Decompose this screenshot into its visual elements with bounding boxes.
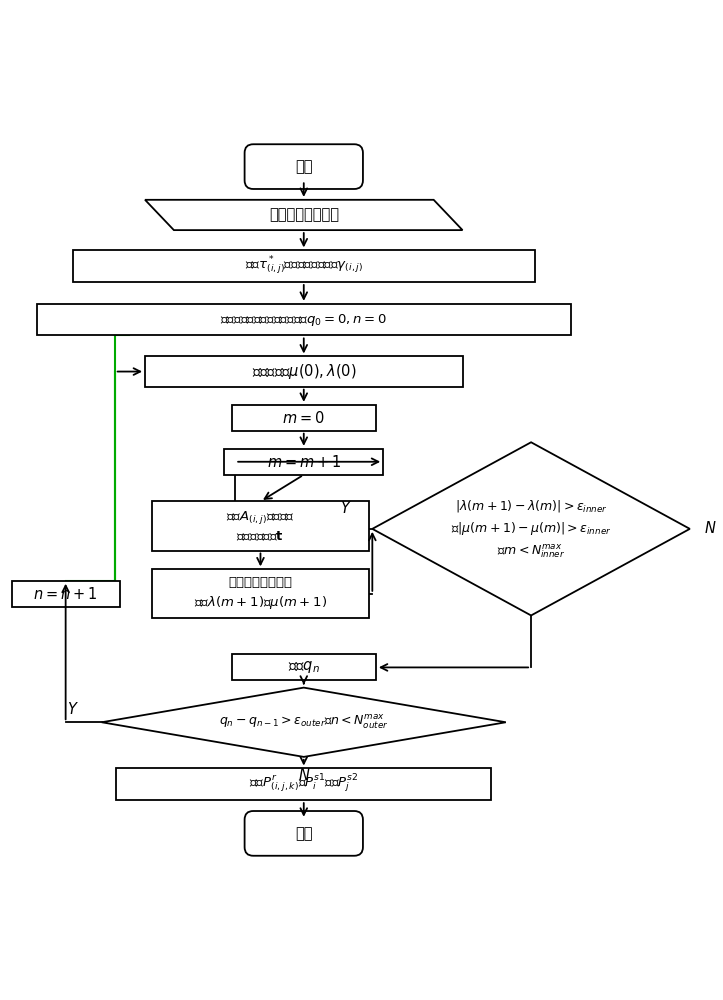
Text: N: N: [704, 521, 716, 536]
Bar: [224, 449, 383, 475]
Text: 计算$\tau^*_{(i,j)}$以及等效信道增益$\gamma_{(i,j)}$: 计算$\tau^*_{(i,j)}$以及等效信道增益$\gamma_{(i,j)…: [244, 255, 363, 277]
Text: $m=m+1$: $m=m+1$: [267, 454, 341, 470]
Bar: [145, 356, 463, 387]
Text: $m=0$: $m=0$: [283, 410, 325, 426]
Bar: [153, 569, 369, 618]
Text: $|\lambda(m+1)-\lambda(m)|>\varepsilon_{inner}$
且$|\mu(m+1)-\mu(m)|>\varepsilon_: $|\lambda(m+1)-\lambda(m)|>\varepsilon_{…: [451, 498, 612, 560]
FancyBboxPatch shape: [244, 811, 363, 856]
Text: Y: Y: [341, 501, 349, 516]
Bar: [37, 304, 570, 335]
Polygon shape: [145, 200, 463, 230]
Text: $n=n+1$: $n=n+1$: [33, 586, 98, 602]
Bar: [73, 250, 535, 282]
Text: 计算$A_{(i,j)}$，通过匈
牙利算法计算$\mathbf{t}$: 计算$A_{(i,j)}$，通过匈 牙利算法计算$\mathbf{t}$: [226, 509, 295, 543]
Text: Y: Y: [67, 702, 76, 717]
Bar: [12, 581, 120, 607]
Polygon shape: [372, 442, 690, 615]
Text: 开始: 开始: [295, 159, 312, 174]
Text: 计算$P^r_{(i,j,k)}$，$P^{s1}_i$以及$P^{s2}_j$: 计算$P^r_{(i,j,k)}$，$P^{s1}_i$以及$P^{s2}_j$: [249, 773, 359, 795]
Text: N: N: [299, 768, 309, 783]
Bar: [231, 654, 376, 680]
FancyBboxPatch shape: [244, 144, 363, 189]
Text: 选取初始值$\mu(0),\lambda(0)$: 选取初始值$\mu(0),\lambda(0)$: [252, 362, 356, 381]
Bar: [231, 405, 376, 431]
Text: 计算$q_n$: 计算$q_n$: [288, 659, 320, 675]
Text: 用次梯度算法更新
得到$\lambda(m+1)$、$\mu(m+1)$: 用次梯度算法更新 得到$\lambda(m+1)$、$\mu(m+1)$: [194, 576, 327, 611]
Bar: [153, 501, 369, 551]
Polygon shape: [102, 688, 506, 757]
Text: $q_n-q_{n-1}>\varepsilon_{outer}$且$n<N_{outer}^{max}$: $q_n-q_{n-1}>\varepsilon_{outer}$且$n<N_{…: [219, 714, 389, 731]
Text: 结束: 结束: [295, 826, 312, 841]
Text: 初始化外、内循环迭代参数，$q_0=0,n=0$: 初始化外、内循环迭代参数，$q_0=0,n=0$: [221, 312, 387, 328]
Text: 获取信道瞬时信息: 获取信道瞬时信息: [269, 207, 339, 222]
Bar: [116, 768, 492, 800]
